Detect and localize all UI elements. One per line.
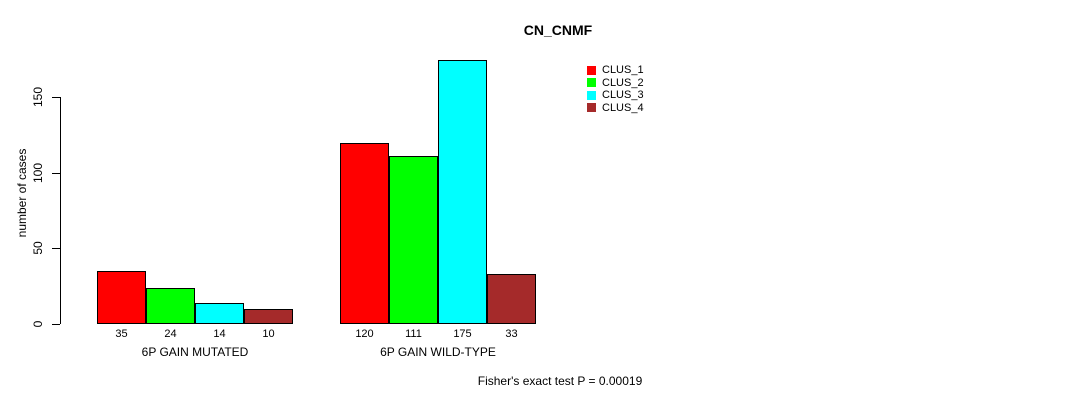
legend-label: CLUS_3 xyxy=(602,89,644,102)
y-tick-label: 150 xyxy=(31,86,45,108)
bar-value-label: 120 xyxy=(355,328,374,340)
legend-item: CLUS_2 xyxy=(587,77,644,90)
bar-clus_4 xyxy=(487,274,536,324)
legend: CLUS_1 CLUS_2 CLUS_3 CLUS_4 xyxy=(587,64,644,114)
bar-clus_3 xyxy=(438,60,487,324)
bar-clus_2 xyxy=(389,156,438,324)
bar-value-label: 24 xyxy=(164,328,177,340)
legend-item: CLUS_1 xyxy=(587,64,644,77)
clus_3-swatch-icon xyxy=(587,90,596,100)
legend-item: CLUS_4 xyxy=(587,102,644,115)
bar-value-label: 175 xyxy=(453,328,472,340)
bar-group xyxy=(340,60,536,324)
bar-clus_4 xyxy=(244,309,293,324)
bar-value-label: 10 xyxy=(262,328,275,340)
bar-value-label: 111 xyxy=(405,328,422,340)
y-tick-mark xyxy=(52,173,60,174)
y-tick-mark xyxy=(52,324,60,325)
bar-clus_2 xyxy=(146,288,195,324)
category-label: 6P GAIN WILD-TYPE xyxy=(380,345,496,359)
y-tick-mark xyxy=(52,248,60,249)
legend-label: CLUS_1 xyxy=(602,64,644,77)
chart-title: CN_CNMF xyxy=(523,22,593,38)
y-axis-label: number of cases xyxy=(15,148,29,238)
bar-value-label: 35 xyxy=(115,328,128,340)
legend-label: CLUS_4 xyxy=(602,101,644,114)
bar-clus_3 xyxy=(195,303,244,324)
bar-value-label: 33 xyxy=(505,328,518,340)
bar-value-labels: 120 111 175 33 xyxy=(340,328,536,340)
y-tick-label: 50 xyxy=(31,241,45,255)
legend-label: CLUS_2 xyxy=(602,76,644,89)
legend-item: CLUS_3 xyxy=(587,89,644,102)
clus_4-swatch-icon xyxy=(587,103,596,113)
bar-clus_1 xyxy=(97,271,146,324)
clus_1-swatch-icon xyxy=(587,65,596,75)
bar-group xyxy=(97,271,293,324)
bar-clus_1 xyxy=(340,143,389,324)
fisher-test-annotation: Fisher's exact test P = 0.00019 xyxy=(477,374,643,388)
y-tick-label: 100 xyxy=(31,162,45,184)
clus_2-swatch-icon xyxy=(587,78,596,88)
y-tick-mark xyxy=(52,97,60,98)
bar-value-labels: 35 24 14 10 xyxy=(97,328,293,340)
y-axis-line xyxy=(60,97,61,324)
y-tick-label: 0 xyxy=(31,320,45,328)
bar-value-label: 14 xyxy=(213,328,226,340)
category-label: 6P GAIN MUTATED xyxy=(141,345,249,359)
